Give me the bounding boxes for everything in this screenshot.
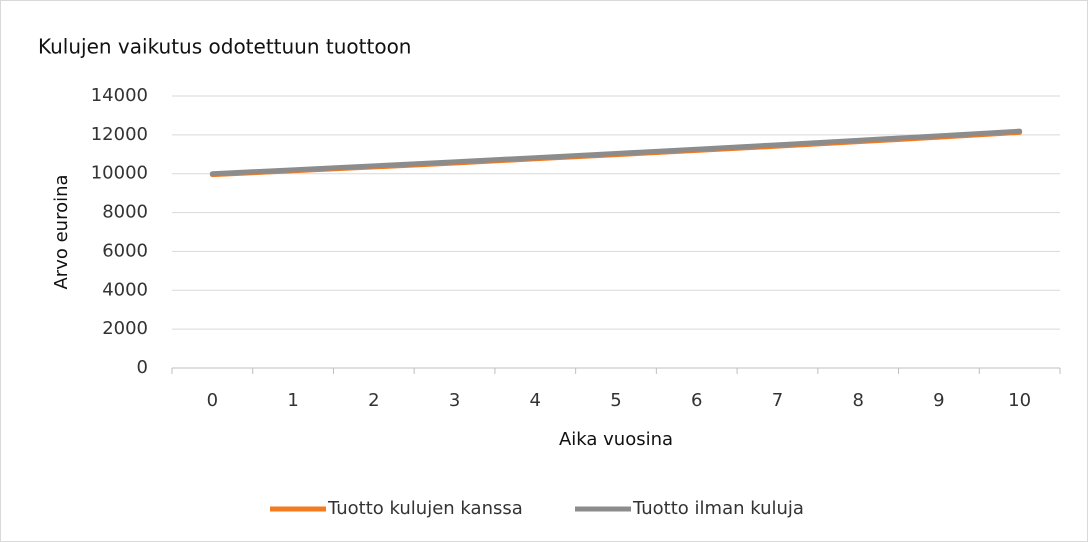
y-tick-label: 0	[137, 357, 148, 378]
x-tick-label: 3	[449, 390, 460, 411]
x-tick-label: 7	[772, 390, 783, 411]
x-tick-label: 5	[610, 390, 621, 411]
y-axis-title: Arvo euroina	[51, 174, 72, 289]
x-tick-label: 8	[852, 390, 863, 411]
x-tick-label: 10	[1008, 390, 1031, 411]
x-axis-title: Aika vuosina	[559, 429, 673, 450]
line-series	[209, 128, 1023, 177]
legend-label: Tuotto ilman kuluja	[632, 498, 804, 519]
x-tick-label: 2	[368, 390, 379, 411]
x-tick-label: 0	[207, 390, 218, 411]
legend-label: Tuotto kulujen kanssa	[327, 498, 523, 519]
y-tick-label: 4000	[102, 279, 148, 300]
y-tick-label: 14000	[91, 85, 148, 106]
y-tick-label: 6000	[102, 240, 148, 261]
y-tick-label: 8000	[102, 202, 148, 223]
x-tick-label: 9	[933, 390, 944, 411]
x-tick-label: 6	[691, 390, 702, 411]
x-tick-label: 1	[287, 390, 298, 411]
chart-title: Kulujen vaikutus odotettuun tuottoon	[38, 35, 411, 59]
y-tick-label: 10000	[91, 163, 148, 184]
y-tick-label: 12000	[91, 124, 148, 145]
x-tick-label: 4	[530, 390, 541, 411]
y-tick-label: 2000	[102, 318, 148, 339]
